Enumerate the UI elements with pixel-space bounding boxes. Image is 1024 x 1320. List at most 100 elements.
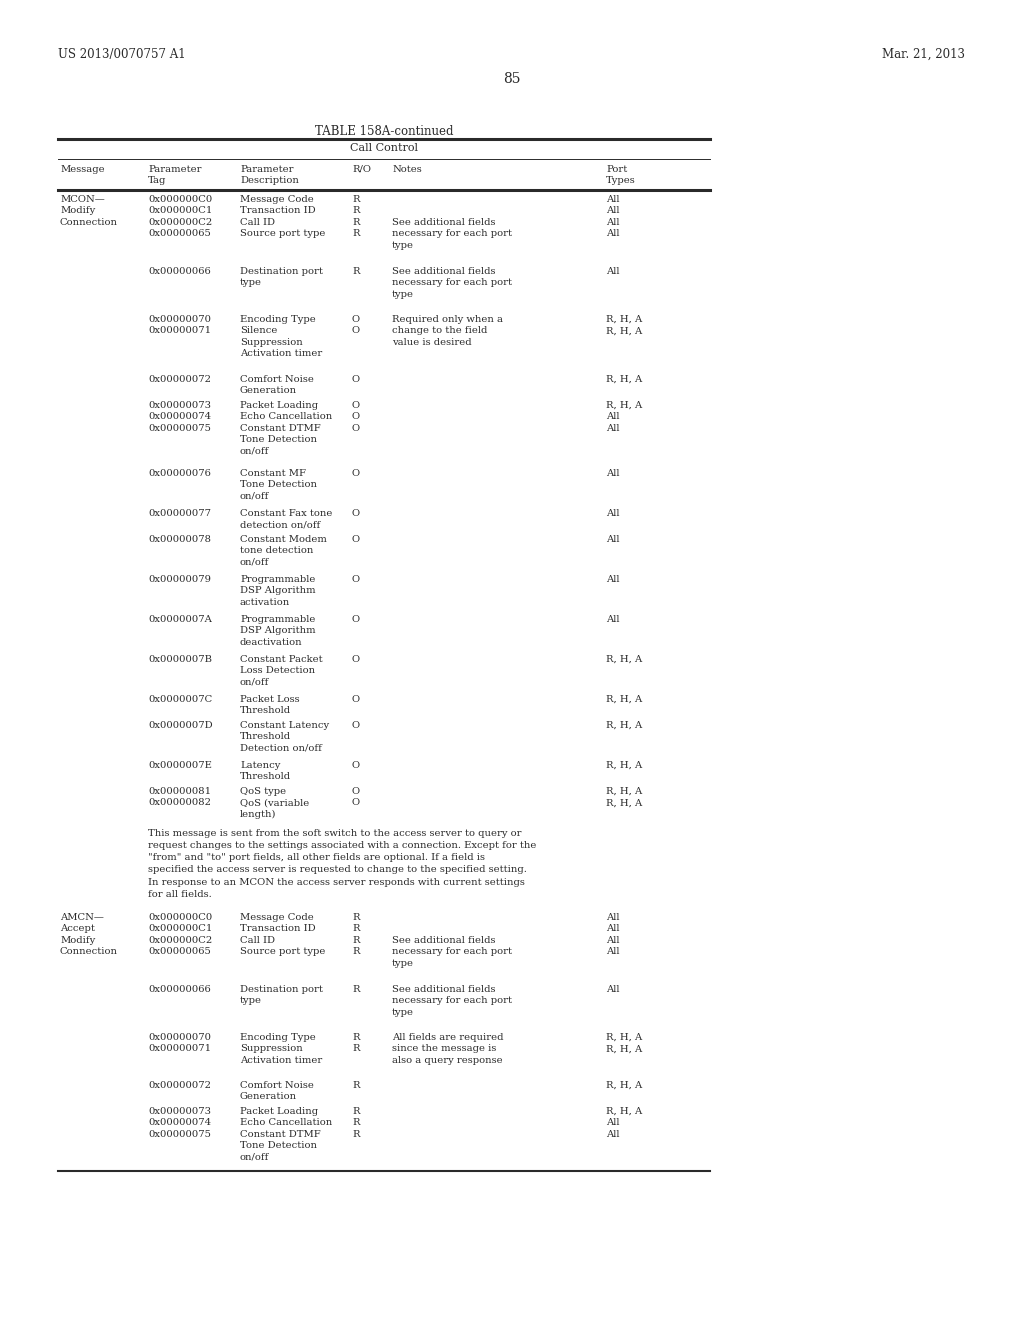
- Text: O: O: [352, 655, 360, 664]
- Text: 0x00000073
0x00000074
0x00000075: 0x00000073 0x00000074 0x00000075: [148, 401, 211, 433]
- Text: Destination port
type: Destination port type: [240, 267, 323, 288]
- Text: R: R: [352, 267, 359, 276]
- Text: 0x00000079: 0x00000079: [148, 576, 211, 583]
- Text: Comfort Noise
Generation: Comfort Noise Generation: [240, 1081, 314, 1101]
- Text: 0x000000C0
0x000000C1
0x000000C2
0x00000065: 0x000000C0 0x000000C1 0x000000C2 0x00000…: [148, 913, 212, 957]
- Text: All
All
All
All: All All All All: [606, 195, 620, 239]
- Text: 0x00000081
0x00000082: 0x00000081 0x00000082: [148, 787, 211, 808]
- Text: 0x0000007B: 0x0000007B: [148, 655, 212, 664]
- Text: Message Code
Transaction ID
Call ID
Source port type: Message Code Transaction ID Call ID Sour…: [240, 195, 326, 239]
- Text: 0x000000C0
0x000000C1
0x000000C2
0x00000065: 0x000000C0 0x000000C1 0x000000C2 0x00000…: [148, 195, 212, 239]
- Text: Constant MF
Tone Detection
on/off: Constant MF Tone Detection on/off: [240, 469, 317, 500]
- Text: See additional fields
necessary for each port
type: See additional fields necessary for each…: [392, 195, 512, 249]
- Text: R: R: [352, 985, 359, 994]
- Text: Latency
Threshold: Latency Threshold: [240, 762, 291, 781]
- Text: 85: 85: [503, 73, 521, 86]
- Text: All: All: [606, 535, 620, 544]
- Text: R, H, A
R, H, A: R, H, A R, H, A: [606, 787, 642, 808]
- Text: O
O: O O: [352, 787, 360, 808]
- Text: O: O: [352, 762, 360, 770]
- Text: Constant Fax tone
detection on/off: Constant Fax tone detection on/off: [240, 510, 333, 529]
- Text: AMCN—
Accept
Modify
Connection: AMCN— Accept Modify Connection: [60, 913, 118, 957]
- Text: 0x00000070
0x00000071: 0x00000070 0x00000071: [148, 1034, 211, 1053]
- Text: R
R
R
R: R R R R: [352, 913, 359, 957]
- Text: MCON—
Modify
Connection: MCON— Modify Connection: [60, 195, 118, 227]
- Text: R, H, A
R, H, A: R, H, A R, H, A: [606, 1034, 642, 1053]
- Text: See additional fields
necessary for each port
type: See additional fields necessary for each…: [392, 913, 512, 968]
- Text: R, H, A
R, H, A: R, H, A R, H, A: [606, 315, 642, 335]
- Text: This message is sent from the soft switch to the access server to query or
reque: This message is sent from the soft switc…: [148, 829, 537, 899]
- Text: Encoding Type
Silence
Suppression
Activation timer: Encoding Type Silence Suppression Activa…: [240, 315, 323, 358]
- Text: All
All
All
All: All All All All: [606, 913, 620, 957]
- Text: R, H, A: R, H, A: [606, 655, 642, 664]
- Text: R/O: R/O: [352, 165, 371, 174]
- Text: R, H, A
All
All: R, H, A All All: [606, 401, 642, 433]
- Text: R
R
R
R: R R R R: [352, 195, 359, 239]
- Text: O
O
O: O O O: [352, 401, 360, 433]
- Text: O: O: [352, 615, 360, 624]
- Text: R, H, A
All
All: R, H, A All All: [606, 1107, 642, 1139]
- Text: All: All: [606, 615, 620, 624]
- Text: Call Control: Call Control: [350, 143, 418, 153]
- Text: O: O: [352, 576, 360, 583]
- Text: Packet Loading
Echo Cancellation
Constant DTMF
Tone Detection
on/off: Packet Loading Echo Cancellation Constan…: [240, 401, 332, 455]
- Text: All: All: [606, 267, 620, 276]
- Text: Comfort Noise
Generation: Comfort Noise Generation: [240, 375, 314, 396]
- Text: TABLE 158A-continued: TABLE 158A-continued: [314, 125, 454, 139]
- Text: Destination port
type: Destination port type: [240, 985, 323, 1006]
- Text: 0x0000007A: 0x0000007A: [148, 615, 212, 624]
- Text: O: O: [352, 469, 360, 478]
- Text: O: O: [352, 721, 360, 730]
- Text: O: O: [352, 535, 360, 544]
- Text: 0x00000066: 0x00000066: [148, 985, 211, 994]
- Text: 0x00000066: 0x00000066: [148, 267, 211, 276]
- Text: Parameter
Tag: Parameter Tag: [148, 165, 202, 185]
- Text: Encoding Type
Suppression
Activation timer: Encoding Type Suppression Activation tim…: [240, 1034, 323, 1065]
- Text: 0x00000070
0x00000071: 0x00000070 0x00000071: [148, 315, 211, 335]
- Text: All: All: [606, 985, 620, 994]
- Text: 0x0000007D: 0x0000007D: [148, 721, 213, 730]
- Text: All fields are required
since the message is
also a query response: All fields are required since the messag…: [392, 1034, 504, 1065]
- Text: R, H, A: R, H, A: [606, 762, 642, 770]
- Text: R
R
R: R R R: [352, 1107, 359, 1139]
- Text: R, H, A: R, H, A: [606, 721, 642, 730]
- Text: 0x00000072: 0x00000072: [148, 375, 211, 384]
- Text: 0x00000072: 0x00000072: [148, 1081, 211, 1090]
- Text: Notes: Notes: [392, 165, 422, 174]
- Text: O: O: [352, 696, 360, 704]
- Text: Programmable
DSP Algorithm
deactivation: Programmable DSP Algorithm deactivation: [240, 615, 315, 647]
- Text: Programmable
DSP Algorithm
activation: Programmable DSP Algorithm activation: [240, 576, 315, 607]
- Text: Message: Message: [60, 165, 104, 174]
- Text: 0x00000077: 0x00000077: [148, 510, 211, 517]
- Text: R, H, A: R, H, A: [606, 1081, 642, 1090]
- Text: Packet Loss
Threshold: Packet Loss Threshold: [240, 696, 300, 715]
- Text: Required only when a
change to the field
value is desired: Required only when a change to the field…: [392, 315, 503, 347]
- Text: R
R: R R: [352, 1034, 359, 1053]
- Text: R, H, A: R, H, A: [606, 375, 642, 384]
- Text: 0x00000073
0x00000074
0x00000075: 0x00000073 0x00000074 0x00000075: [148, 1107, 211, 1139]
- Text: Constant Modem
tone detection
on/off: Constant Modem tone detection on/off: [240, 535, 327, 566]
- Text: Mar. 21, 2013: Mar. 21, 2013: [882, 48, 965, 61]
- Text: R, H, A: R, H, A: [606, 696, 642, 704]
- Text: O
O: O O: [352, 315, 360, 335]
- Text: All: All: [606, 469, 620, 478]
- Text: Parameter
Description: Parameter Description: [240, 165, 299, 185]
- Text: Port
Types: Port Types: [606, 165, 636, 185]
- Text: 0x0000007E: 0x0000007E: [148, 762, 212, 770]
- Text: Message Code
Transaction ID
Call ID
Source port type: Message Code Transaction ID Call ID Sour…: [240, 913, 326, 957]
- Text: 0x00000076: 0x00000076: [148, 469, 211, 478]
- Text: QoS type
QoS (variable
length): QoS type QoS (variable length): [240, 787, 309, 820]
- Text: All: All: [606, 576, 620, 583]
- Text: 0x00000078: 0x00000078: [148, 535, 211, 544]
- Text: US 2013/0070757 A1: US 2013/0070757 A1: [58, 48, 185, 61]
- Text: Constant Packet
Loss Detection
on/off: Constant Packet Loss Detection on/off: [240, 655, 323, 686]
- Text: See additional fields
necessary for each port
type: See additional fields necessary for each…: [392, 985, 512, 1016]
- Text: Constant Latency
Threshold
Detection on/off: Constant Latency Threshold Detection on/…: [240, 721, 329, 752]
- Text: O: O: [352, 375, 360, 384]
- Text: Packet Loading
Echo Cancellation
Constant DTMF
Tone Detection
on/off: Packet Loading Echo Cancellation Constan…: [240, 1107, 332, 1162]
- Text: All: All: [606, 510, 620, 517]
- Text: R: R: [352, 1081, 359, 1090]
- Text: 0x0000007C: 0x0000007C: [148, 696, 212, 704]
- Text: See additional fields
necessary for each port
type: See additional fields necessary for each…: [392, 267, 512, 298]
- Text: O: O: [352, 510, 360, 517]
